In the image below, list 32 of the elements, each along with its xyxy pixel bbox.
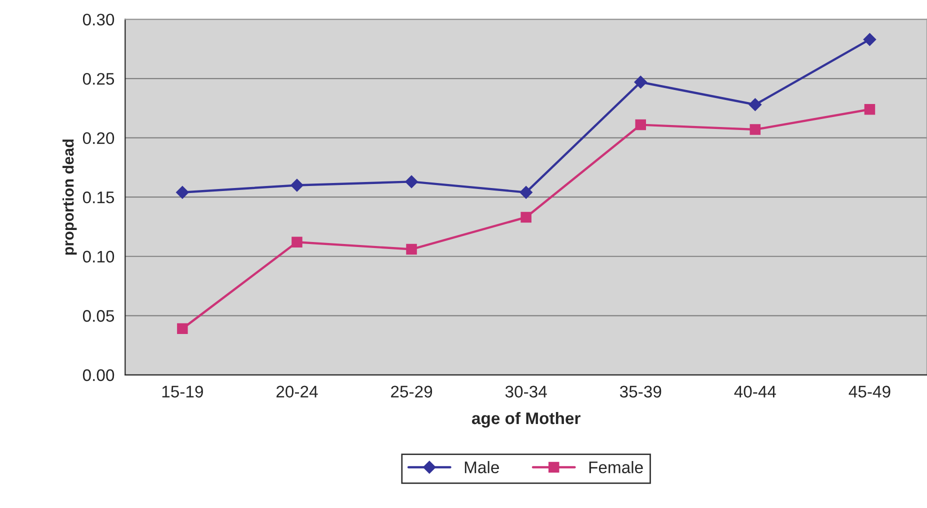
point	[405, 175, 418, 188]
point	[750, 124, 761, 135]
y-axis-title: proportion dead	[62, 140, 77, 255]
x-tick-label: 40-44	[734, 386, 776, 398]
y-tick-label: 0.20	[82, 132, 114, 144]
y-tick-label: 0.15	[82, 192, 114, 204]
point	[290, 178, 304, 192]
y-tick-label: 0.00	[82, 369, 114, 382]
point	[177, 323, 188, 334]
legend-label: Male	[464, 461, 499, 474]
point	[520, 212, 532, 223]
point	[863, 33, 876, 46]
point	[176, 186, 189, 199]
y-tick-label: 0.25	[82, 72, 114, 85]
point	[520, 186, 532, 199]
x-tick-label: 35-39	[620, 386, 662, 398]
x-tick-label: 45-49	[848, 386, 890, 398]
x-axis-title: age of Mother	[472, 412, 580, 428]
point	[406, 244, 417, 255]
point	[292, 236, 302, 248]
x-tick-label: 20-24	[276, 386, 318, 398]
x-tick-label: 25-29	[391, 386, 432, 398]
point	[634, 76, 648, 89]
point	[864, 104, 876, 115]
x-tick-label: 30-34	[505, 386, 547, 398]
x-tick-label: 15-19	[162, 386, 203, 398]
y-tick-label: 0.05	[82, 310, 114, 322]
point	[635, 119, 646, 130]
y-tick-label: 0.30	[82, 14, 114, 26]
legend-label: Female	[589, 461, 643, 474]
point	[748, 98, 762, 112]
y-tick-label: 0.10	[82, 250, 114, 263]
